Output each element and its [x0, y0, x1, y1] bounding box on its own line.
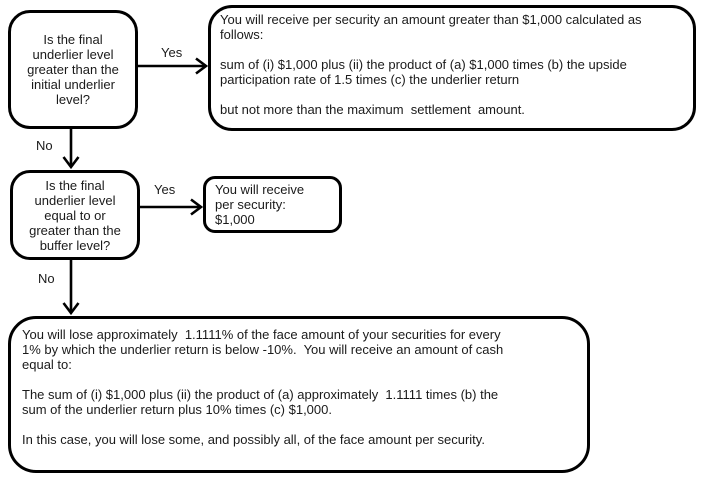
text-line: buffer level?: [39, 237, 111, 253]
edge-label-no: No: [38, 271, 55, 286]
text-line: but not more than the maximum settlement…: [220, 102, 525, 117]
text-line: [22, 372, 576, 387]
edge-label-no: No: [36, 138, 53, 153]
text-line: $1,000: [215, 212, 255, 227]
text-line: Is the final: [43, 32, 103, 47]
node-decision-buffer-level: Is the final underlier level equal to or…: [10, 170, 140, 260]
arrow-right-icon: [138, 57, 209, 75]
text-line: The sum of (i) $1,000 plus (ii) the prod…: [22, 387, 499, 402]
text-line: [220, 42, 684, 57]
node-decision-initial-underlier: Is the final underlier level greater tha…: [8, 10, 138, 129]
arrow-right-icon: [140, 198, 204, 216]
text-line: Is the final: [45, 177, 105, 193]
text-line: [220, 87, 684, 102]
node-upside-payout: You will receive per security an amount …: [208, 5, 696, 131]
text-line: 1% by which the underlier return is belo…: [22, 342, 504, 357]
node-par-payout: You will receive per security: $1,000: [203, 176, 342, 233]
text-line: sum of the underlier return plus 10% tim…: [22, 402, 332, 417]
text-line: level?: [56, 92, 90, 107]
text-line: You will lose approximately 1.1111% of t…: [22, 327, 501, 342]
text-line: greater than the: [29, 222, 121, 238]
text-line: equal to or: [44, 207, 106, 223]
text-line: [22, 417, 576, 432]
text-line: You will receive per security an amount …: [220, 12, 642, 27]
text-line: You will receive: [215, 182, 305, 197]
text-line: follows:: [220, 27, 264, 42]
arrow-down-icon: [62, 260, 80, 316]
node-loss-payout: You will lose approximately 1.1111% of t…: [8, 316, 590, 473]
edge-label-yes: Yes: [154, 182, 176, 197]
text-line: greater than the: [27, 62, 119, 77]
text-line: equal to:: [22, 357, 72, 372]
text-line: In this case, you will lose some, and po…: [22, 432, 485, 447]
arrow-down-icon: [62, 129, 80, 170]
edge-label-yes: Yes: [161, 45, 183, 60]
text-line: underlier level: [32, 47, 114, 62]
text-line: sum of (i) $1,000 plus (ii) the product …: [220, 57, 627, 72]
text-line: underlier level: [34, 192, 116, 208]
text-line: per security:: [215, 197, 286, 212]
text-line: participation rate of 1.5 times (c) the …: [220, 72, 520, 87]
text-line: initial underlier: [31, 77, 115, 92]
